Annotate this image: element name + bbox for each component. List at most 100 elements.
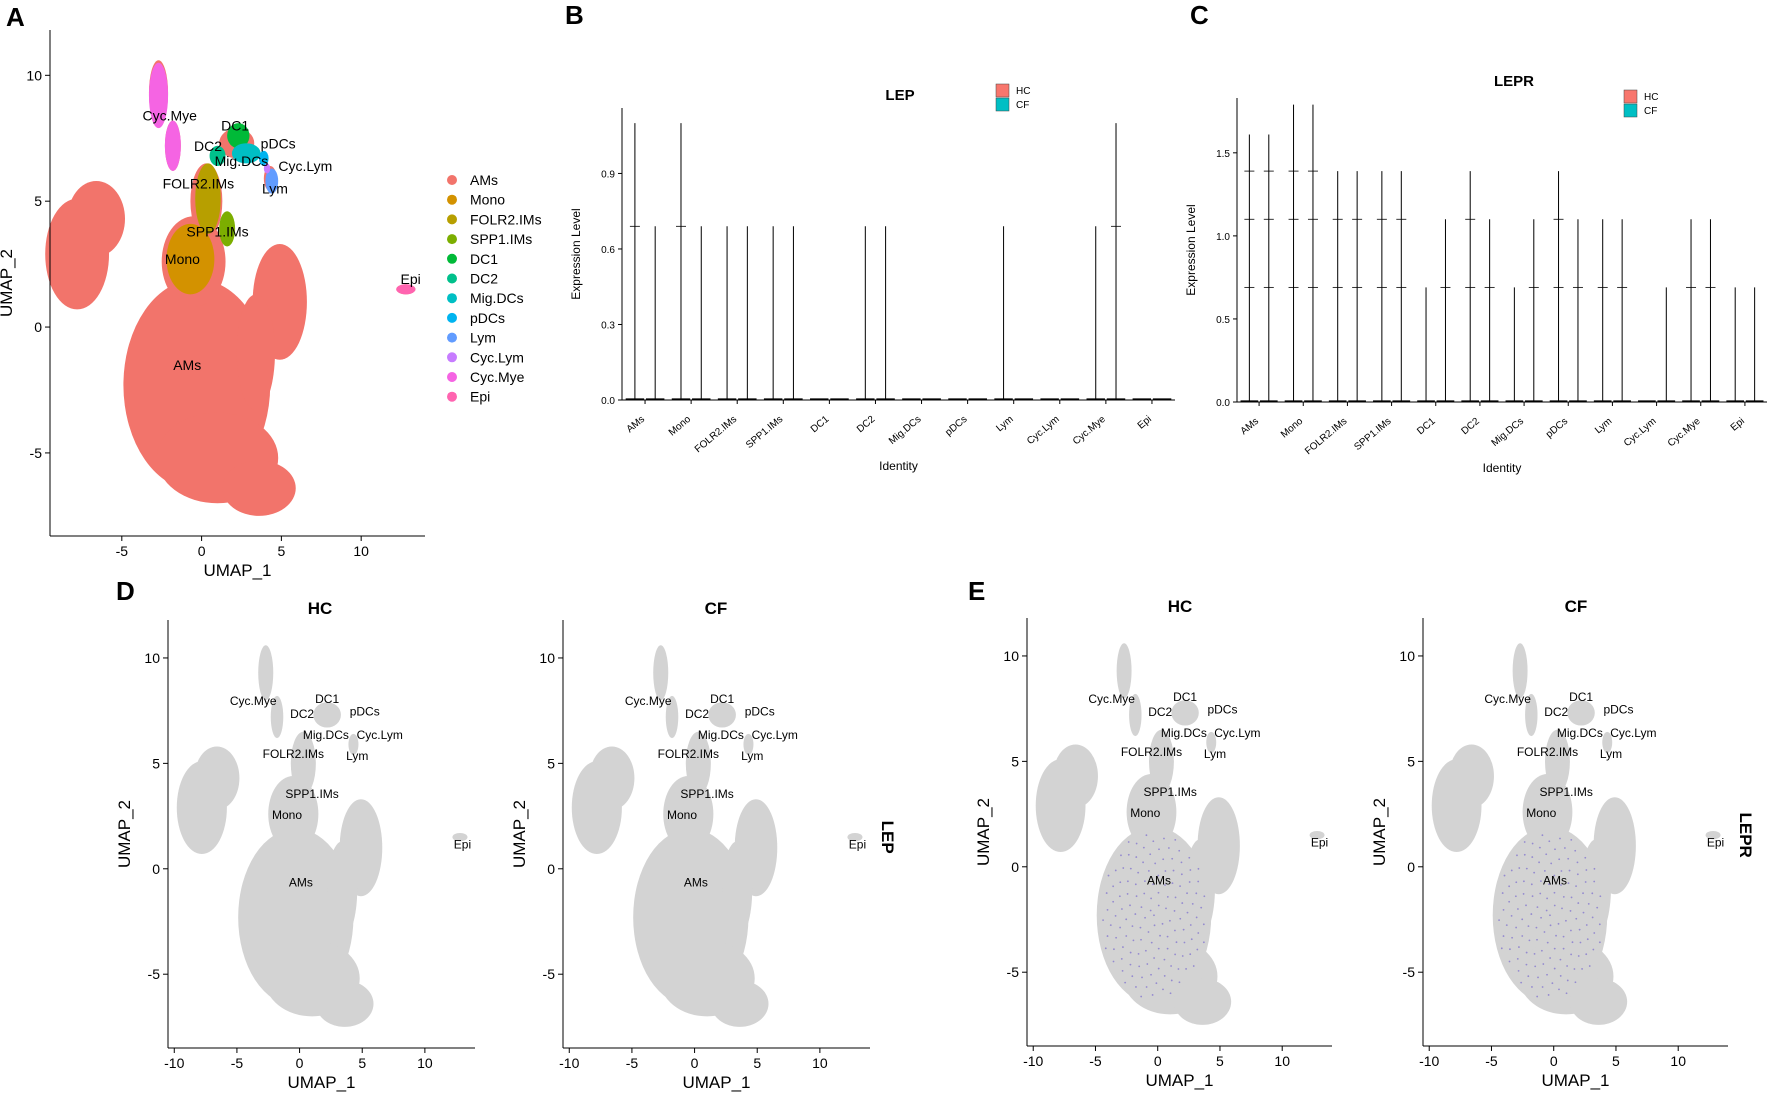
cluster-region <box>166 223 215 295</box>
expressing-cell-dot <box>1567 857 1570 860</box>
expressing-cell-dot <box>1573 968 1576 970</box>
legend-swatch <box>447 253 457 264</box>
x-tick-label: DC1 <box>1415 416 1438 438</box>
expressing-cell-dot <box>1182 928 1185 931</box>
expressing-cell-dot <box>1498 919 1500 922</box>
expressing-cell-dot <box>1144 916 1146 919</box>
expressing-cell-dot <box>1581 968 1583 970</box>
y-axis-title: Expression Level <box>569 208 583 299</box>
umap-cell-blob <box>1567 700 1595 726</box>
expressing-cell-dot <box>1530 913 1533 915</box>
umap-cell-blob <box>685 731 711 795</box>
expressing-cell-dot <box>1166 935 1169 938</box>
expressing-cell-dot <box>1135 856 1138 858</box>
x-tick-label: 0 <box>1154 1053 1162 1069</box>
panel-b-lep-violin: LEP 0.0 0.3 0.6 0.9 AMs Mono FOLR2.IMs SPP1.IMs D… <box>569 83 1175 473</box>
expressing-cell-dot <box>1548 883 1550 886</box>
y-tick-label: 5 <box>1407 753 1415 769</box>
cluster-label: Lym <box>741 749 763 763</box>
y-tick-label: -5 <box>30 445 43 461</box>
expressing-cell-dot <box>1138 965 1141 968</box>
x-tick-label: Lym <box>994 414 1015 434</box>
expressing-cell-dot <box>1142 846 1145 849</box>
x-tick-label: SPP1.IMs <box>744 414 785 451</box>
cluster-label: Cyc.Lym <box>1610 726 1656 740</box>
expressing-cell-dot <box>1155 982 1158 985</box>
y-tick-label: 0.6 <box>601 245 615 256</box>
expressing-cell-dot <box>1181 955 1184 957</box>
x-tick-label: 5 <box>358 1055 366 1071</box>
y-tick-label: 10 <box>1399 648 1415 664</box>
expressing-cell-dot <box>1575 885 1577 888</box>
umap-cell-blob <box>268 776 319 852</box>
y-axis-title: UMAP_2 <box>115 800 134 868</box>
expressing-cell-dot <box>1568 869 1571 872</box>
expressing-cell-dot <box>1109 924 1112 926</box>
cluster-label: DC1 <box>221 118 249 134</box>
expressing-cell-dot <box>1593 867 1596 870</box>
legend-swatch <box>447 312 457 323</box>
expressing-cell-dot <box>1170 965 1172 967</box>
chart-title: LEPR <box>1494 73 1534 90</box>
expressing-cell-dot <box>1203 895 1206 898</box>
expressing-cell-dot <box>1114 869 1117 872</box>
expressing-cell-dot <box>1558 988 1560 991</box>
expressing-cell-dot <box>1546 941 1549 944</box>
umap-cell-blob <box>1206 731 1217 753</box>
expressing-cell-dot <box>1521 935 1524 937</box>
expressing-cell-dot <box>1533 953 1536 955</box>
facet-title: CF <box>1565 597 1588 616</box>
expressing-cell-dot <box>1174 838 1177 841</box>
expressing-cell-dot <box>1178 981 1181 984</box>
cluster-label: DC2 <box>685 707 709 721</box>
expressing-cell-dot <box>1593 932 1596 934</box>
x-tick-label: -5 <box>1089 1053 1102 1069</box>
legend-label: pDCs <box>470 310 505 326</box>
expressing-cell-dot <box>1150 973 1152 976</box>
umap-cell-blob <box>1149 729 1174 793</box>
expressing-cell-dot <box>1561 907 1563 910</box>
x-tick-label: Mono <box>667 414 694 439</box>
cluster-region <box>148 62 169 129</box>
expressing-cell-dot <box>1592 948 1595 951</box>
cluster-label: FOLR2.IMs <box>658 747 719 761</box>
x-tick-label: 10 <box>1274 1053 1290 1069</box>
expressing-cell-dot <box>1163 837 1165 840</box>
expressing-cell-dot <box>1112 900 1115 903</box>
y-tick-label: -5 <box>1403 964 1416 980</box>
x-tick-label: -10 <box>164 1055 184 1071</box>
umap-cell-blob <box>1705 830 1721 840</box>
umap-cell-blob <box>722 841 753 939</box>
expressing-cell-dot <box>1575 917 1578 920</box>
cluster-label: Cyc.Mye <box>1088 692 1135 706</box>
legend-label: AMs <box>470 172 498 188</box>
expressing-cell-dot <box>1105 892 1108 894</box>
expressing-cell-dot <box>1125 918 1128 921</box>
expressing-cell-dot <box>1122 946 1124 948</box>
expressing-cell-dot <box>1585 953 1588 956</box>
cluster-label: Mono <box>1526 806 1556 820</box>
expressing-cell-dot <box>1165 907 1167 910</box>
umap-cell-blob <box>1545 729 1570 793</box>
expressing-cell-dot <box>1120 957 1123 960</box>
expressing-cell-dot <box>1510 914 1513 917</box>
umap-cell-blob <box>1309 830 1325 840</box>
cluster-label: pDCs <box>1207 703 1237 717</box>
expressing-cell-dot <box>1167 847 1170 849</box>
expressing-cell-dot <box>1570 896 1573 899</box>
x-tick-label: 10 <box>1670 1053 1686 1069</box>
expressing-cell-dot <box>1189 924 1192 926</box>
expressing-cell-dot <box>1508 960 1511 963</box>
legend-swatch <box>447 273 457 284</box>
y-tick-label: 1.0 <box>1216 232 1230 243</box>
expressing-cell-dot <box>1102 919 1104 922</box>
expressing-cell-dot <box>1551 982 1554 985</box>
facet-title: CF <box>705 599 728 618</box>
x-tick-label: 5 <box>1216 1053 1224 1069</box>
expressing-cell-dot <box>1541 834 1544 837</box>
expressing-cell-dot <box>1555 934 1557 937</box>
expressing-cell-dot <box>1196 948 1199 951</box>
expressing-cell-dot <box>1152 883 1154 886</box>
panel-letter-a: A <box>6 2 25 32</box>
x-tick-label: 0 <box>1550 1053 1558 1069</box>
